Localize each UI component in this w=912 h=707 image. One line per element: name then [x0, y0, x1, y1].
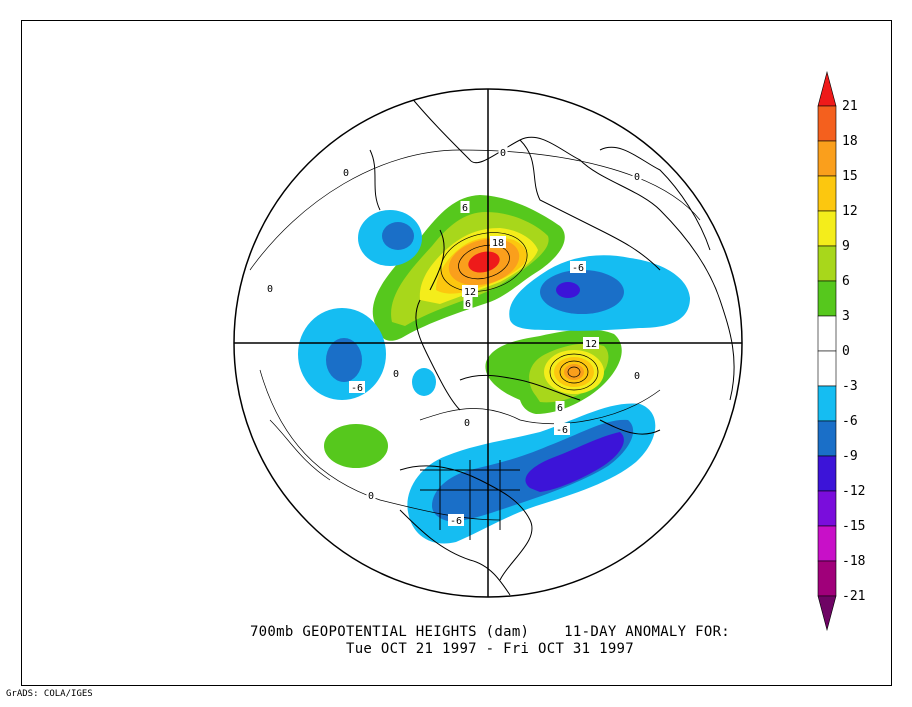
colorbar-label: 0: [842, 344, 850, 359]
contour-label-bg: [554, 423, 570, 435]
contour-label-bg: [490, 236, 506, 248]
contour-label: -6: [556, 425, 568, 436]
contour-label-bg: [463, 297, 473, 309]
colorbar-swatch: [817, 350, 837, 387]
contour-label-bg: [555, 401, 565, 413]
contour-label-bg: [366, 489, 376, 501]
negative-anomaly-alaska-3: [412, 368, 436, 396]
contour-label: 0: [634, 172, 640, 183]
positive-anomaly-18: [468, 251, 500, 273]
contour-label: 6: [465, 299, 471, 310]
contour-label: 18: [492, 238, 504, 249]
colorbar-swatch: [817, 175, 837, 212]
contour-label-bg: [632, 369, 642, 381]
grads-credit: GrADS: COLA/IGES: [6, 689, 93, 699]
negative-anomaly-siberia-6: [382, 222, 414, 250]
colorbar-arrow-top: [817, 70, 837, 107]
colorbar-swatch: [817, 455, 837, 492]
colorbar-label: -12: [842, 484, 865, 499]
contour-label: 12: [585, 339, 597, 350]
colorbar-label: 18: [842, 134, 858, 149]
colorbar-swatch: [817, 140, 837, 177]
colorbar-swatch: [817, 315, 837, 352]
contour-label: 0: [500, 148, 506, 159]
contour-label: 0: [267, 284, 273, 295]
negative-anomaly-europe-9: [556, 282, 580, 298]
contour-label-bg: [498, 146, 508, 158]
contour-label-bg: [341, 166, 351, 178]
colorbar-swatch: [817, 280, 837, 317]
contour-label: 12: [464, 287, 476, 298]
colorbar-label: -9: [842, 449, 858, 464]
negative-anomaly-europe-6: [540, 270, 624, 314]
colorbar-swatch: [817, 490, 837, 527]
colorbar-label: -21: [842, 589, 865, 604]
contour-label: 0: [368, 491, 374, 502]
colorbar-label: -15: [842, 519, 865, 534]
contour-label: 0: [343, 168, 349, 179]
colorbar-arrow-bottom: [817, 595, 837, 632]
colorbar-label: -18: [842, 554, 865, 569]
contour-label-bg: [349, 381, 365, 393]
contour-label-bg: [583, 337, 599, 349]
contour-label: -6: [351, 383, 363, 394]
contour-label: 6: [462, 203, 468, 214]
colorbar-label: 9: [842, 239, 850, 254]
contour-label: 0: [393, 369, 399, 380]
colorbar-swatch: [817, 525, 837, 562]
colorbar-label: 12: [842, 204, 858, 219]
contour-label-bg: [570, 261, 586, 273]
map-date-range: Tue OCT 21 1997 - Fri OCT 31 1997: [345, 641, 635, 657]
colorbar-swatch: [817, 560, 837, 597]
negative-anomaly-america-9: [525, 432, 624, 492]
positive-anomaly-hudson-15: [564, 364, 584, 380]
negative-anomaly-pacific-6: [326, 338, 362, 382]
colorbar-label: 15: [842, 169, 858, 184]
contour-label: 6: [557, 403, 563, 414]
colorbar-label: -6: [842, 414, 858, 429]
contour-label-bg: [391, 367, 401, 379]
colorbar-labels: 21 18 15 12 9 6 3 0 -3 -6 -9 -12 -15 -18 -21: [842, 99, 865, 604]
coastlines: [369, 95, 735, 596]
contour-label-bg: [448, 514, 464, 526]
colorbar-swatch: [817, 245, 837, 282]
colorbar-label: -3: [842, 379, 858, 394]
colorbar-swatch: [817, 385, 837, 422]
colorbar-swatch: [817, 420, 837, 457]
contour-label-bg: [462, 416, 472, 428]
colorbar-label: 21: [842, 99, 858, 114]
colorbar-label: 3: [842, 309, 850, 324]
contour-label: 0: [634, 371, 640, 382]
contour-label-bg: [462, 285, 478, 297]
colorbar-label: 6: [842, 274, 850, 289]
anomaly-field: [298, 195, 690, 544]
contour-label: 0: [464, 418, 470, 429]
map-title: 700mb GEOPOTENTIAL HEIGHTS (dam) 11-DAY …: [249, 624, 731, 640]
colorbar-swatch: [817, 210, 837, 247]
colorbar-swatches: [817, 70, 837, 632]
colorbar-swatch: [817, 105, 837, 142]
colorbar: 21 18 15 12 9 6 3 0 -3 -6 -9 -12 -15 -18 -21: [817, 70, 865, 632]
contour-label-bg: [265, 282, 275, 294]
contour-label: -6: [450, 516, 462, 527]
positive-anomaly-pacific-3: [324, 424, 388, 468]
contour-label-bg: [632, 170, 642, 182]
contour-label-bg: [460, 201, 470, 213]
contour-label: -6: [572, 263, 584, 274]
plot-frame: [21, 20, 892, 686]
